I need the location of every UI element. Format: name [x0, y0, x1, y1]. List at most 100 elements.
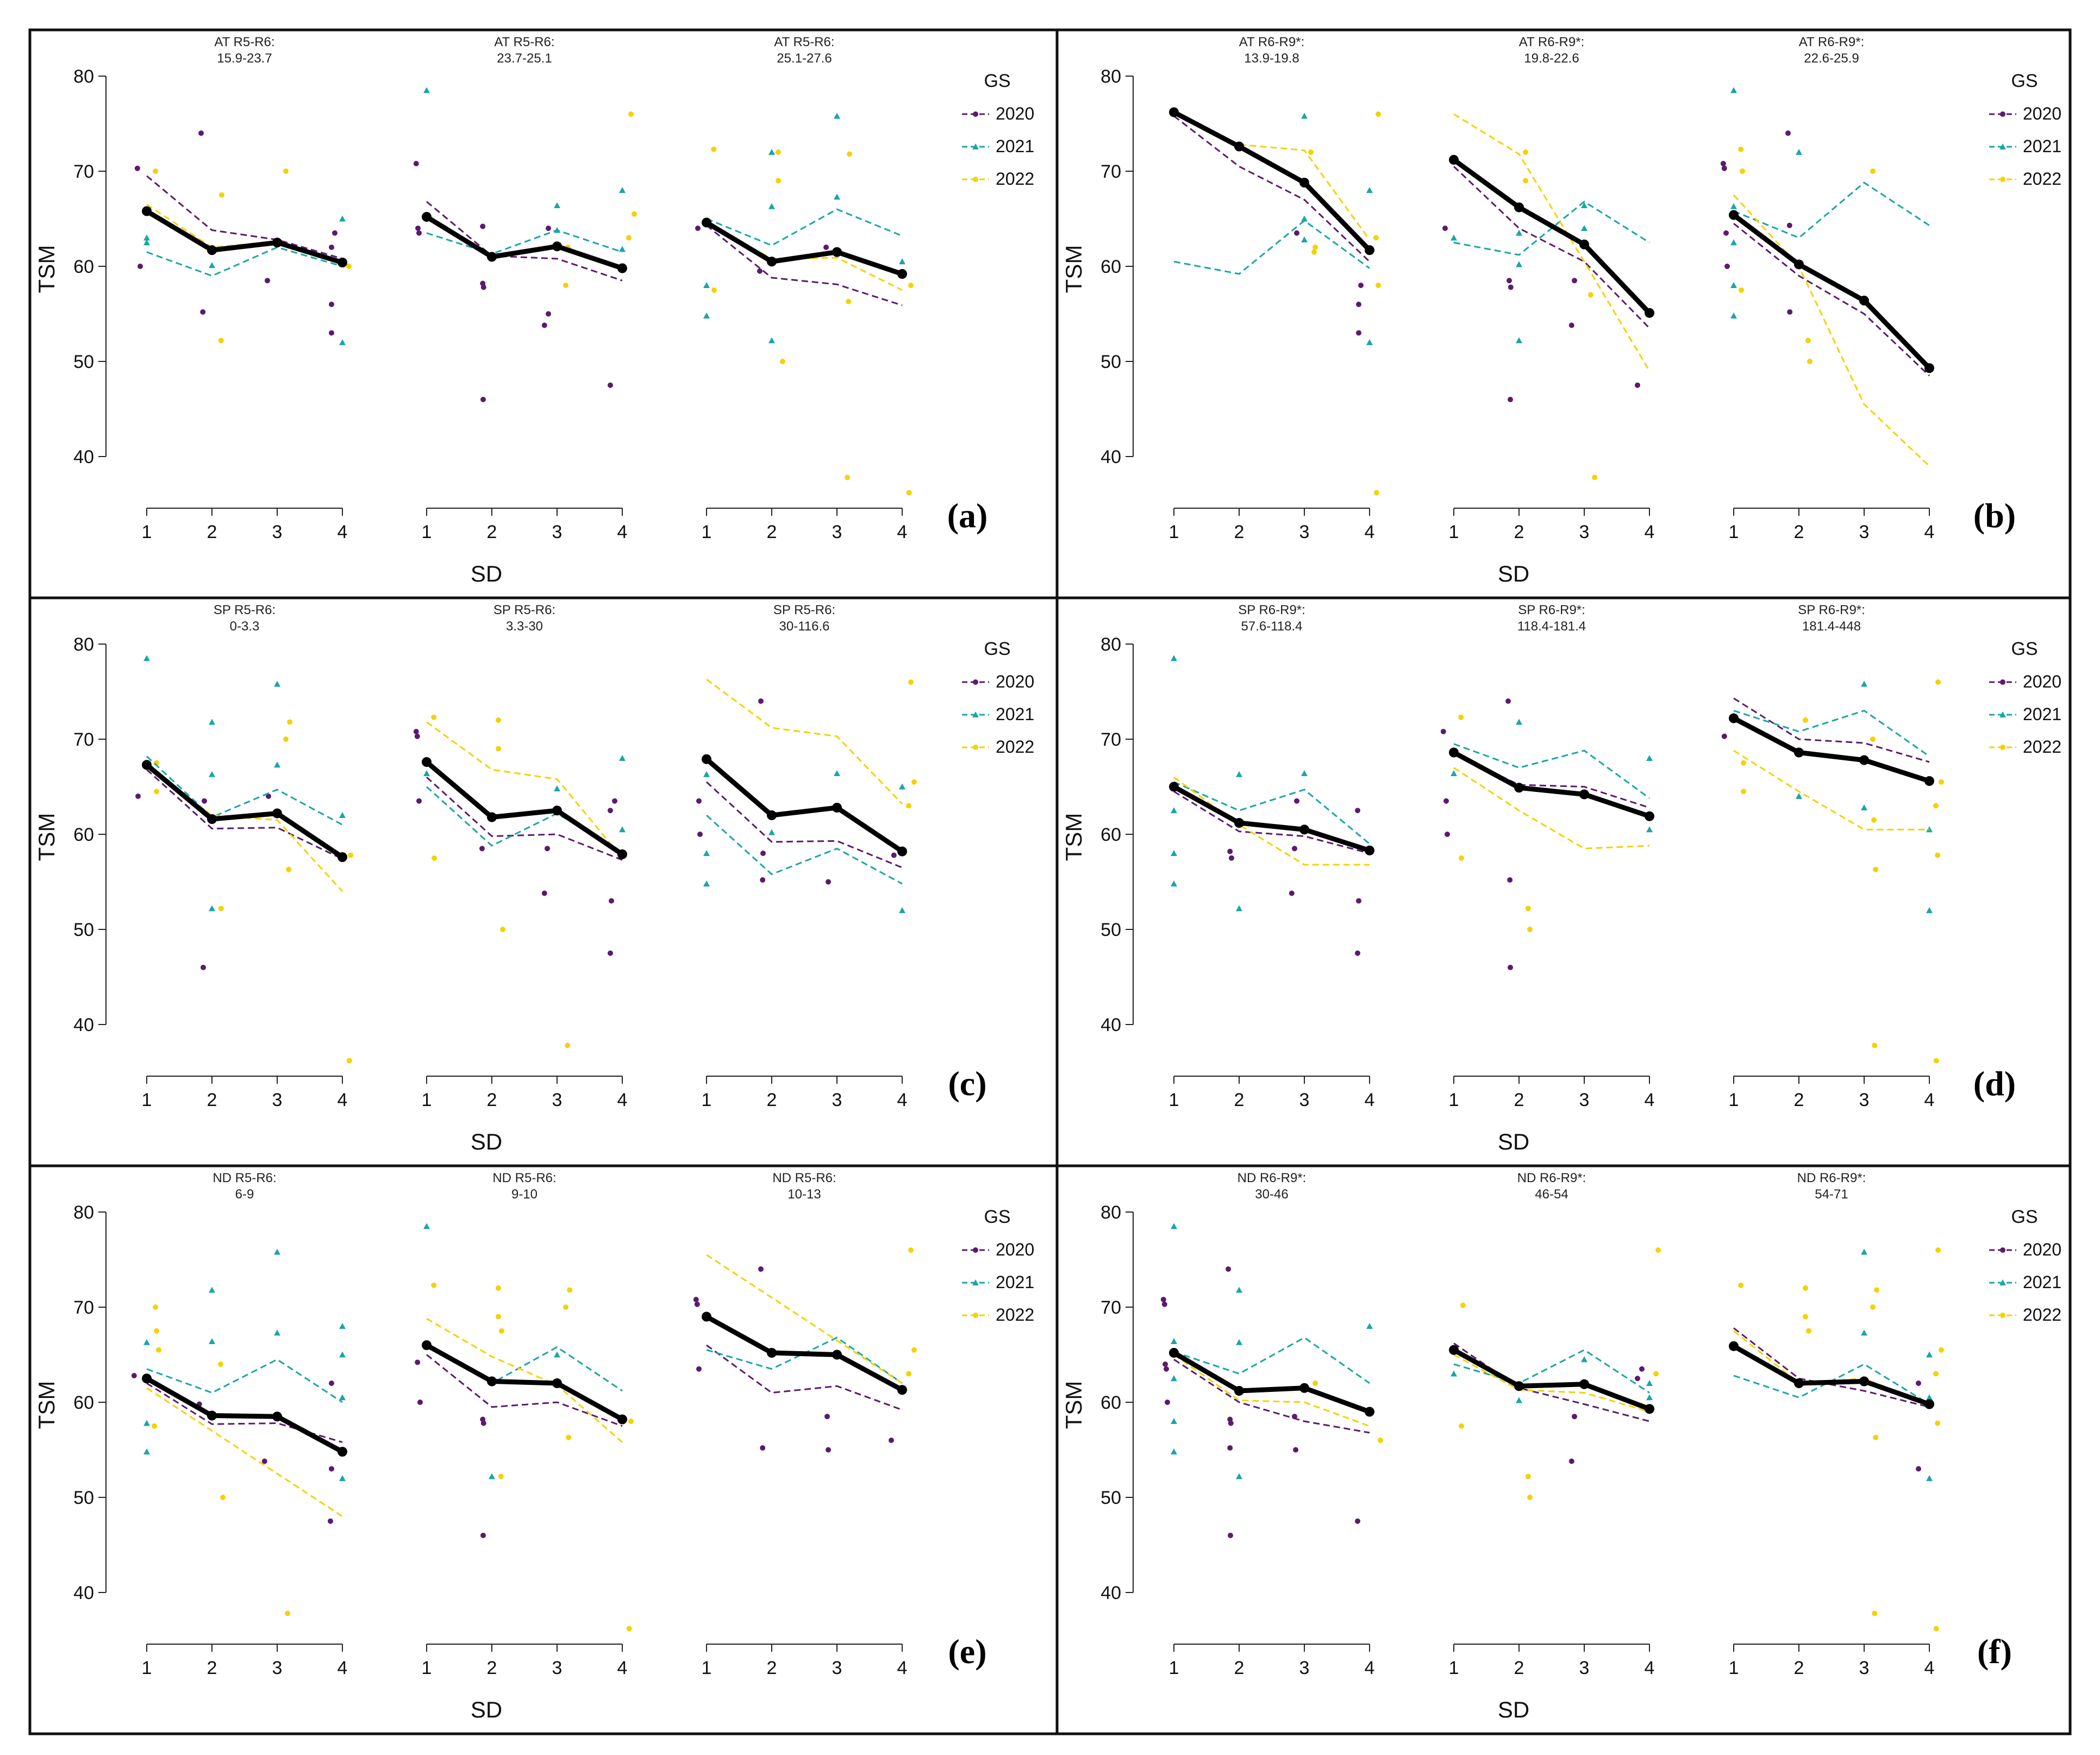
point-2022: [1803, 1314, 1808, 1320]
x-tick-label: 1: [1169, 1658, 1179, 1678]
point-2022: [1655, 1247, 1661, 1253]
y-tick-label: 70: [1101, 1297, 1121, 1318]
y-tick-label: 40: [73, 1015, 94, 1035]
mean-point: [1859, 755, 1869, 765]
x-tick-label: 1: [1169, 1090, 1179, 1110]
y-tick-label: 50: [1101, 920, 1121, 940]
point-2020: [757, 268, 762, 274]
x-tick-label: 4: [1365, 1658, 1375, 1678]
point-2021: [209, 262, 215, 268]
point-2021: [619, 187, 626, 193]
point-2022: [1376, 283, 1381, 288]
point-2020: [608, 808, 613, 814]
y-tick-label: 60: [73, 257, 94, 277]
legend-label-2022: 2022: [2023, 169, 2061, 189]
mean-point: [897, 846, 907, 857]
point-2022: [1933, 1626, 1939, 1632]
panel-tag: (f): [1977, 1632, 2012, 1671]
x-axis-label: SD: [471, 561, 502, 586]
legend-marker-2022: [973, 177, 978, 182]
point-2020: [1227, 848, 1233, 854]
mean-point: [767, 810, 777, 820]
mean-line: [1452, 1347, 1651, 1412]
x-tick-label: 1: [1449, 1658, 1459, 1678]
point-2021: [1171, 1418, 1177, 1424]
y-axis-label: TSM: [1061, 1381, 1086, 1429]
point-2021: [554, 202, 560, 208]
y-tick-label: 60: [1101, 825, 1121, 845]
point-2022: [431, 714, 437, 720]
point-2022: [1740, 168, 1745, 174]
point-2022: [154, 789, 159, 795]
mean-point: [272, 238, 282, 248]
trend-line-2021: [1453, 743, 1650, 799]
legend-label-2022: 2022: [996, 1305, 1034, 1325]
legend-title: GS: [2011, 639, 2038, 659]
point-2022: [1935, 852, 1941, 858]
point-2020: [266, 794, 271, 799]
legend-label-2022: 2022: [2023, 1305, 2061, 1325]
y-tick-label: 80: [73, 1202, 94, 1223]
facet-2: AT R6-R9*: 19.8-22.6 1 2 3 4: [1442, 35, 1654, 542]
facet-title: ND R5-R6:: [212, 1171, 276, 1185]
y-tick-label: 40: [1101, 447, 1121, 467]
point-2020: [541, 322, 547, 328]
point-2020: [1442, 226, 1448, 231]
x-tick-label: 4: [1365, 522, 1375, 542]
mean-point: [207, 245, 217, 255]
point-2020: [138, 264, 143, 269]
point-2022: [496, 746, 501, 752]
point-2021: [1301, 113, 1308, 119]
legend-marker-2022: [2000, 745, 2005, 750]
trend-line-2020: [1453, 752, 1650, 809]
mean-point: [1579, 789, 1589, 800]
point-2022: [1939, 779, 1944, 785]
point-2020: [415, 226, 421, 231]
point-2021: [209, 1338, 215, 1344]
point-2022: [154, 1328, 159, 1334]
point-2020: [826, 879, 831, 885]
y-tick-label: 60: [1101, 1392, 1121, 1413]
trend-line-2020: [1453, 1342, 1650, 1422]
mean-point: [767, 257, 777, 267]
point-2020: [200, 309, 206, 315]
y-tick-label: 70: [1101, 729, 1121, 750]
facet-1: AT R5-R6: 15.9-23.7 1 2 3 4: [134, 35, 352, 542]
point-2021: [143, 1448, 150, 1454]
point-2021: [1861, 680, 1867, 687]
mean-point: [338, 852, 347, 862]
mean-line: [1172, 1351, 1371, 1414]
facet-title: SP R5-R6:: [773, 603, 835, 617]
figure-frame: [28, 28, 2072, 1735]
point-2020: [1720, 161, 1726, 166]
mean-point: [897, 269, 907, 279]
point-2022: [346, 264, 352, 269]
point-2020: [201, 965, 206, 970]
point-2022: [283, 168, 289, 174]
legend-label-2021: 2021: [996, 704, 1034, 724]
point-2020: [541, 890, 547, 896]
point-2022: [845, 474, 851, 480]
facet-subtitle: 25.1-27.6: [777, 51, 832, 66]
x-axis-label: SD: [471, 1697, 502, 1722]
point-2021: [1861, 1329, 1867, 1336]
x-tick-label: 3: [272, 1090, 283, 1110]
point-2022: [1312, 1381, 1318, 1386]
trend-line-2021: [706, 208, 903, 247]
point-2020: [1356, 302, 1361, 307]
point-2022: [153, 168, 158, 174]
point-2020: [261, 1458, 267, 1464]
point-2021: [423, 1223, 430, 1229]
trend-line-2021: [1453, 1349, 1650, 1394]
facet-subtitle: 30-116.6: [779, 619, 830, 634]
point-2022: [152, 1423, 157, 1429]
y-tick-label: 70: [1101, 161, 1121, 182]
point-2020: [1508, 397, 1513, 402]
trend-line-2021: [426, 1342, 623, 1392]
point-2020: [329, 330, 334, 336]
mean-point: [767, 1348, 777, 1358]
point-2022: [626, 235, 632, 241]
point-2022: [496, 1285, 501, 1291]
point-2022: [1373, 490, 1379, 496]
